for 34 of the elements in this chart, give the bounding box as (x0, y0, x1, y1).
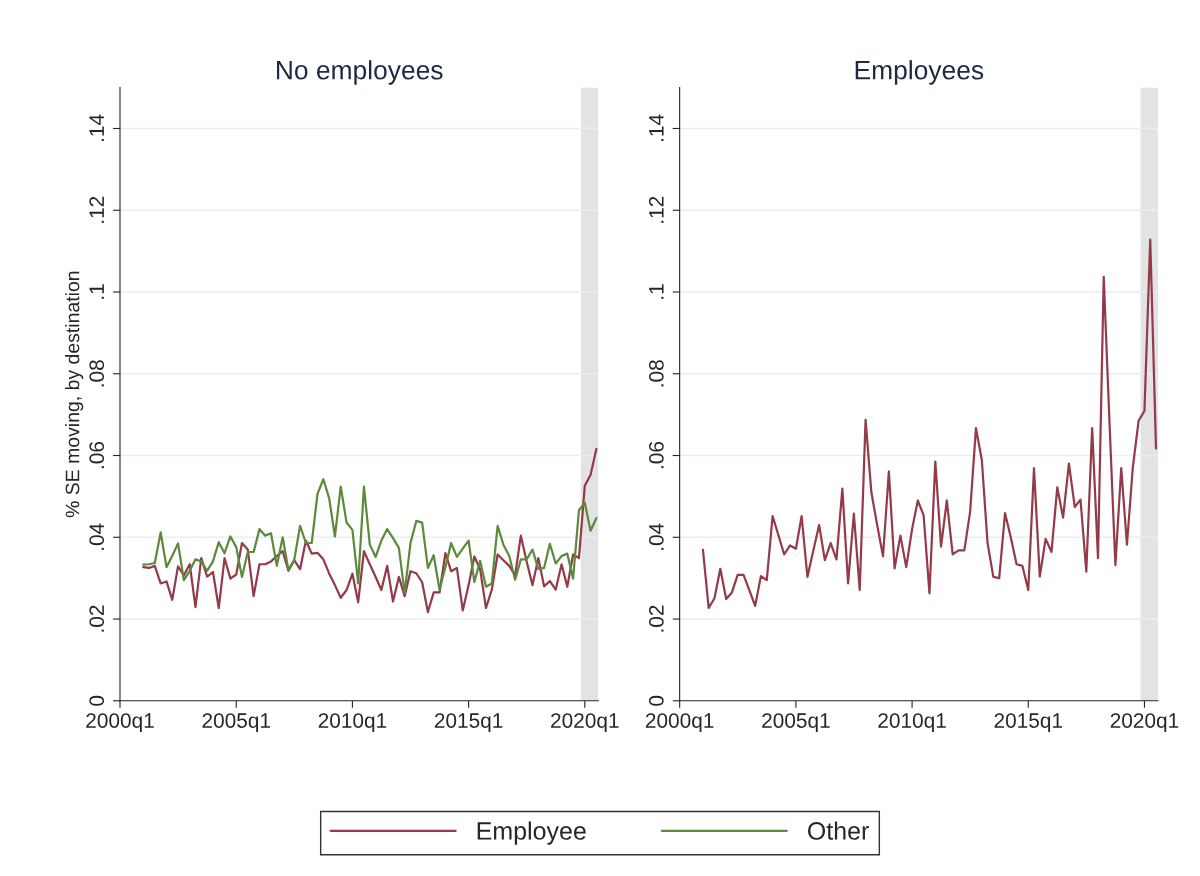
x-tick-label: 2000q1 (86, 713, 154, 733)
y-tick-label: .04 (648, 523, 664, 550)
y-tick-label: .06 (89, 441, 105, 469)
y-tick-label: .08 (648, 360, 664, 387)
line-series (142, 447, 598, 614)
y-tick-label: .1 (649, 284, 664, 299)
y-tick-label: .04 (89, 523, 105, 550)
x-tick-label: 2010q1 (318, 713, 387, 733)
y-axis-title: % SE moving, by destination (65, 271, 84, 518)
y-tick-label: .14 (89, 114, 104, 142)
x-tick-label: 2005q1 (762, 713, 830, 733)
legend-label: Other (808, 821, 869, 840)
legend-label: Employee (477, 821, 586, 845)
x-tick-label: 2015q1 (994, 713, 1063, 733)
chart-title: No employees (277, 60, 443, 85)
x-tick-label: 2020q1 (1110, 713, 1179, 733)
line-series (142, 478, 598, 594)
y-tick-label: .02 (89, 605, 105, 632)
x-tick-label: 2000q1 (645, 713, 714, 733)
y-tick-label: .02 (648, 605, 664, 632)
x-tick-label: 2020q1 (551, 713, 619, 733)
chart-title: Employees (855, 60, 984, 85)
x-tick-label: 2005q1 (202, 713, 270, 733)
y-tick-label: .12 (89, 196, 104, 223)
y-tick-label: 0 (648, 695, 664, 706)
y-tick-label: .08 (89, 360, 105, 387)
y-tick-label: .14 (649, 114, 664, 142)
line-series (701, 238, 1158, 610)
y-tick-label: .1 (89, 284, 104, 299)
y-tick-label: .06 (648, 441, 664, 469)
x-tick-label: 2015q1 (434, 713, 503, 733)
y-tick-label: 0 (89, 695, 105, 706)
y-tick-label: .12 (648, 196, 664, 223)
x-tick-label: 2010q1 (878, 713, 946, 733)
